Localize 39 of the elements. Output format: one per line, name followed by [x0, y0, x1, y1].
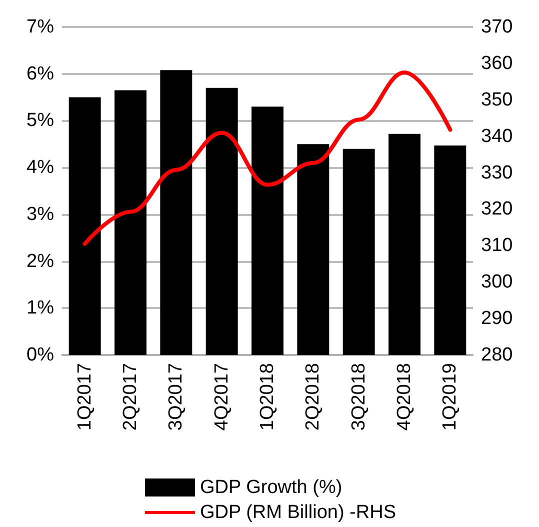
y-tick-label: 0%	[26, 344, 54, 366]
y-tick-label: 3%	[26, 204, 54, 225]
x-tick-label: 2Q2017	[120, 363, 141, 431]
y2-tick-label: 300	[481, 272, 513, 293]
bar	[68, 97, 101, 355]
bar	[434, 146, 466, 355]
x-tick-label: 2Q2018	[302, 363, 324, 431]
bar	[297, 144, 330, 355]
x-tick-label: 1Q2017	[74, 363, 96, 431]
y-tick-label: 7%	[26, 16, 54, 38]
x-tick-label: 3Q2017	[166, 363, 187, 431]
y-tick-label: 2%	[26, 250, 54, 272]
bar	[342, 148, 375, 355]
line-series	[82, 70, 452, 246]
bar	[160, 70, 192, 355]
y2-tick-label: 360	[481, 52, 513, 74]
legend-label: GDP Growth (%)	[200, 477, 342, 498]
bar	[206, 88, 238, 355]
x-tick-label: 4Q2017	[211, 363, 232, 431]
x-tick-label: 4Q2018	[394, 363, 415, 431]
bar	[252, 106, 284, 355]
y2-tick-label: 370	[481, 16, 513, 38]
y2-tick-label: 290	[481, 308, 513, 330]
x-tick-label: 3Q2018	[348, 363, 370, 431]
y-tick-label: 5%	[26, 110, 54, 132]
bar	[388, 134, 420, 355]
y-tick-label: 4%	[26, 157, 54, 178]
x-tick-label: 1Q2018	[257, 363, 278, 431]
y2-tick-label: 280	[481, 344, 513, 366]
bar	[114, 90, 146, 355]
y2-tick-label: 330	[481, 162, 513, 184]
y-tick-label: 6%	[26, 63, 54, 84]
y2-tick-label: 350	[481, 89, 513, 110]
legend-label: GDP (RM Billion) -RHS	[200, 502, 396, 523]
y2-tick-label: 310	[481, 235, 513, 256]
y2-tick-label: 320	[481, 198, 513, 220]
y-tick-label: 1%	[26, 298, 54, 319]
y2-tick-label: 340	[481, 126, 513, 147]
x-tick-label: 1Q2019	[440, 363, 461, 431]
